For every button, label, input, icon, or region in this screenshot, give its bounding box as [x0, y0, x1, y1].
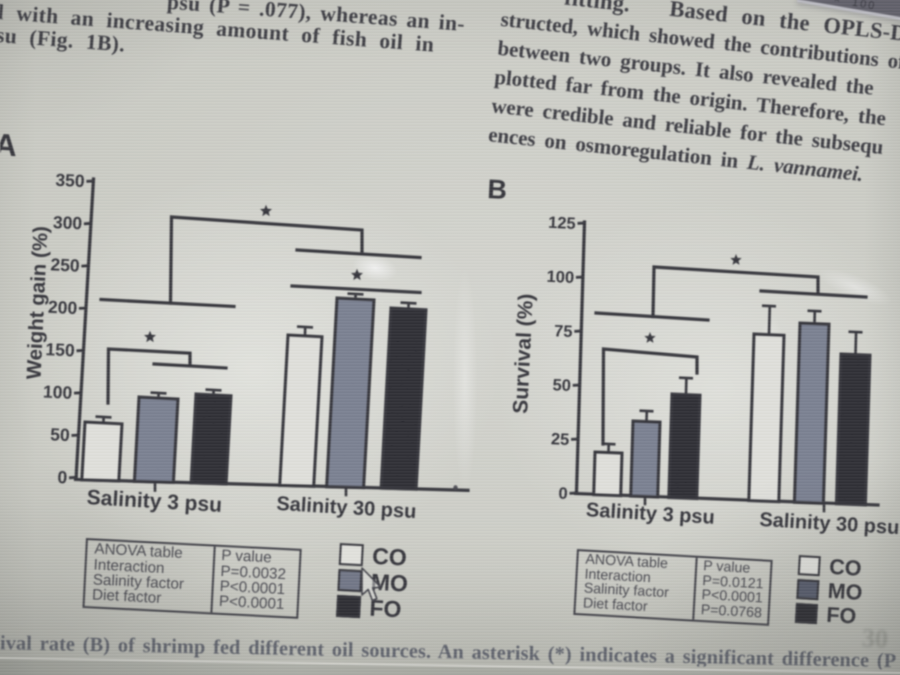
svg-text:150: 150	[45, 339, 75, 360]
svg-text:25: 25	[551, 430, 570, 449]
svg-text:50: 50	[552, 376, 571, 395]
svg-text:100: 100	[546, 268, 574, 287]
svg-text:350: 350	[55, 170, 85, 191]
svg-text:250: 250	[50, 254, 80, 275]
svg-text:Salinity 3 psu: Salinity 3 psu	[86, 486, 223, 517]
svg-text:0: 0	[57, 467, 68, 487]
svg-text:100: 100	[43, 381, 73, 402]
svg-text:A: A	[0, 127, 18, 163]
svg-text:50: 50	[50, 424, 71, 445]
svg-text:75: 75	[554, 322, 573, 341]
svg-text:200: 200	[48, 297, 78, 318]
svg-text:B: B	[487, 174, 508, 205]
svg-text:125: 125	[548, 214, 576, 233]
svg-text:Salinity 30 psu: Salinity 30 psu	[276, 493, 417, 523]
svg-text:Salinity 3 psu: Salinity 3 psu	[585, 499, 715, 529]
svg-text:Salinity 30 psu: Salinity 30 psu	[759, 509, 900, 539]
svg-text:Survival (%): Survival (%)	[509, 293, 538, 414]
svg-text:0: 0	[558, 485, 568, 503]
svg-text:300: 300	[53, 212, 83, 233]
